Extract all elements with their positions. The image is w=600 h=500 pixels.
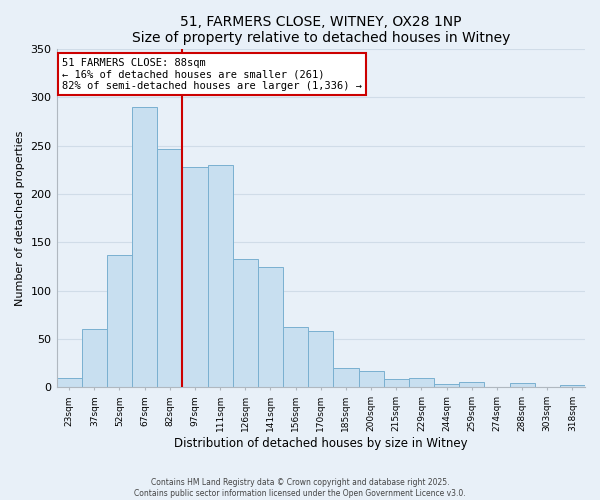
Bar	[233, 259, 258, 388]
Bar	[308, 332, 334, 388]
Title: 51, FARMERS CLOSE, WITNEY, OX28 1NP
Size of property relative to detached houses: 51, FARMERS CLOSE, WITNEY, OX28 1NP Size…	[131, 15, 510, 45]
Bar	[434, 384, 459, 388]
Bar	[107, 255, 132, 388]
X-axis label: Distribution of detached houses by size in Witney: Distribution of detached houses by size …	[174, 437, 467, 450]
Bar	[132, 107, 157, 388]
Bar	[182, 167, 208, 388]
Bar	[56, 378, 82, 388]
Bar	[334, 368, 359, 388]
Bar	[208, 165, 233, 388]
Bar	[560, 384, 585, 388]
Bar	[409, 378, 434, 388]
Bar	[509, 382, 535, 388]
Text: 51 FARMERS CLOSE: 88sqm
← 16% of detached houses are smaller (261)
82% of semi-d: 51 FARMERS CLOSE: 88sqm ← 16% of detache…	[62, 58, 362, 91]
Bar	[459, 382, 484, 388]
Text: Contains HM Land Registry data © Crown copyright and database right 2025.
Contai: Contains HM Land Registry data © Crown c…	[134, 478, 466, 498]
Bar	[157, 148, 182, 388]
Y-axis label: Number of detached properties: Number of detached properties	[15, 130, 25, 306]
Bar	[258, 266, 283, 388]
Bar	[283, 326, 308, 388]
Bar	[82, 330, 107, 388]
Bar	[383, 378, 409, 388]
Bar	[359, 371, 383, 388]
